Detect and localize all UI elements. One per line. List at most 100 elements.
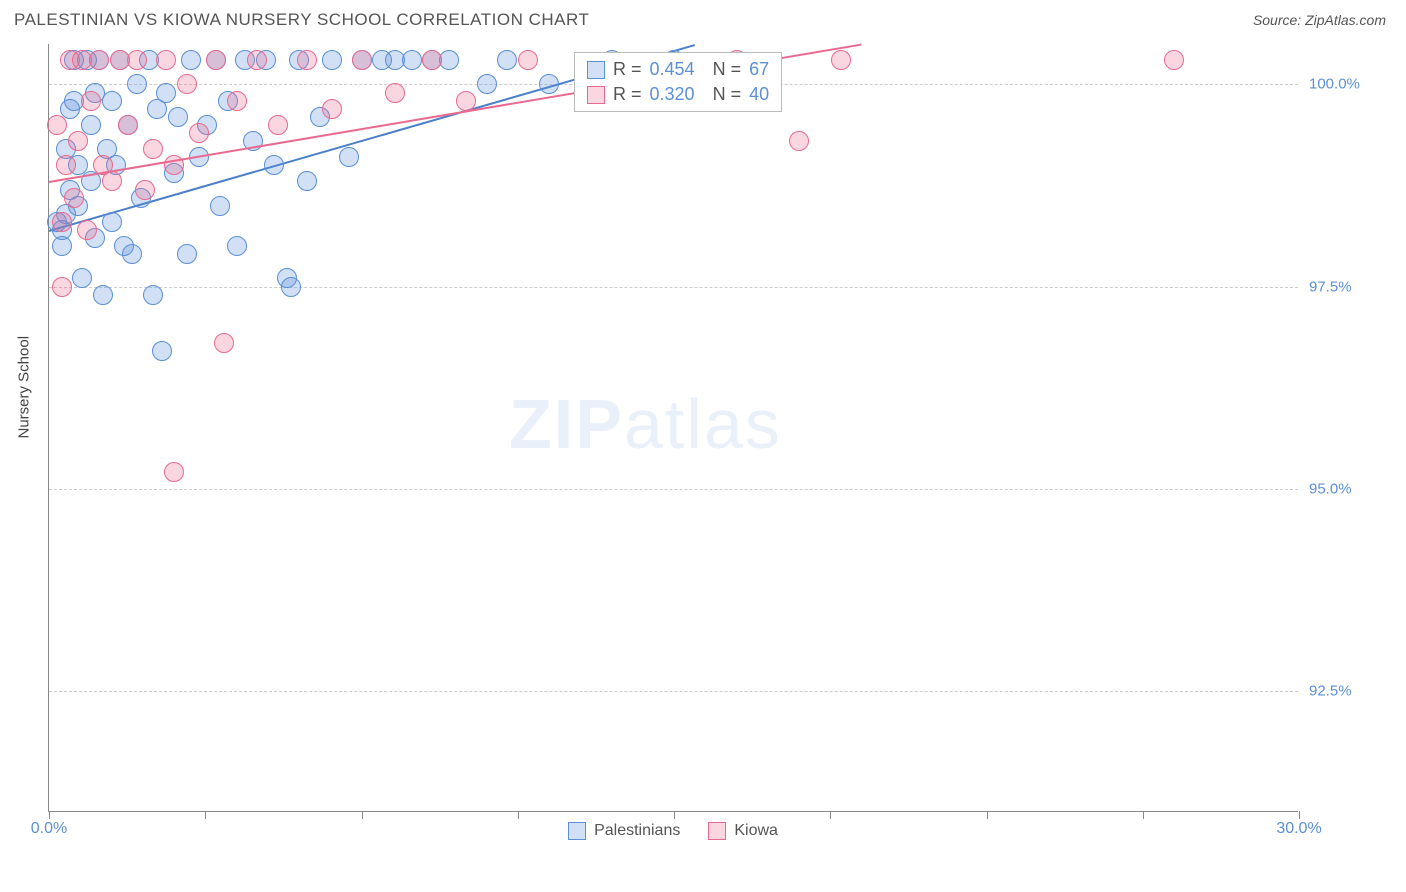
scatter-point [127, 74, 147, 94]
scatter-point [56, 155, 76, 175]
chart-title: PALESTINIAN VS KIOWA NURSERY SCHOOL CORR… [14, 10, 589, 30]
scatter-point [497, 50, 517, 70]
legend-item: Kiowa [708, 822, 778, 840]
y-tick-label: 97.5% [1309, 278, 1352, 295]
scatter-point [164, 462, 184, 482]
x-tick [49, 811, 50, 819]
r-value: 0.454 [650, 59, 695, 80]
scatter-point [52, 212, 72, 232]
scatter-point [339, 147, 359, 167]
chart-source: Source: ZipAtlas.com [1253, 12, 1386, 28]
scatter-point [352, 50, 372, 70]
x-tick [1299, 811, 1300, 819]
y-gridline [49, 691, 1298, 692]
scatter-point [402, 50, 422, 70]
plot-area: ZIPatlas 92.5%95.0%97.5%100.0%0.0%30.0%R… [48, 44, 1298, 812]
scatter-point [72, 268, 92, 288]
stats-row: R = 0.454 N = 67 [575, 57, 781, 82]
x-tick [362, 811, 363, 819]
n-label: N = [713, 84, 742, 105]
legend-label: Kiowa [734, 822, 778, 840]
scatter-point [177, 244, 197, 264]
scatter-point [89, 50, 109, 70]
stats-swatch [587, 61, 605, 79]
scatter-point [118, 115, 138, 135]
scatter-point [64, 188, 84, 208]
x-tick [830, 811, 831, 819]
scatter-point [227, 236, 247, 256]
scatter-point [268, 115, 288, 135]
scatter-point [297, 50, 317, 70]
scatter-point [264, 155, 284, 175]
scatter-point [210, 196, 230, 216]
y-tick-label: 95.0% [1309, 480, 1352, 497]
r-label: R = [613, 59, 642, 80]
scatter-point [152, 341, 172, 361]
stats-box: R = 0.454 N = 67 R = 0.320 N = 40 [574, 52, 782, 112]
legend: Palestinians Kiowa [48, 822, 1298, 840]
scatter-point [247, 50, 267, 70]
scatter-point [143, 139, 163, 159]
x-tick [1143, 811, 1144, 819]
scatter-point [1164, 50, 1184, 70]
r-label: R = [613, 84, 642, 105]
scatter-point [281, 277, 301, 297]
x-tick [987, 811, 988, 819]
scatter-point [539, 74, 559, 94]
scatter-point [189, 123, 209, 143]
y-gridline [49, 489, 1298, 490]
y-gridline [49, 287, 1298, 288]
scatter-point [52, 277, 72, 297]
stats-row: R = 0.320 N = 40 [575, 82, 781, 107]
scatter-point [47, 115, 67, 135]
legend-item: Palestinians [568, 822, 680, 840]
scatter-point [214, 333, 234, 353]
scatter-point [477, 74, 497, 94]
n-label: N = [713, 59, 742, 80]
scatter-point [456, 91, 476, 111]
scatter-point [168, 107, 188, 127]
scatter-point [93, 285, 113, 305]
n-value: 67 [749, 59, 769, 80]
scatter-point [143, 285, 163, 305]
n-value: 40 [749, 84, 769, 105]
chart-container: ZIPatlas 92.5%95.0%97.5%100.0%0.0%30.0%R… [48, 44, 1298, 812]
scatter-point [177, 74, 197, 94]
r-value: 0.320 [650, 84, 695, 105]
legend-swatch [708, 822, 726, 840]
watermark: ZIPatlas [509, 384, 782, 464]
scatter-point [518, 50, 538, 70]
legend-label: Palestinians [594, 822, 680, 840]
scatter-point [122, 244, 142, 264]
scatter-point [322, 99, 342, 119]
scatter-point [831, 50, 851, 70]
scatter-point [102, 91, 122, 111]
scatter-point [81, 91, 101, 111]
scatter-point [135, 180, 155, 200]
x-tick [518, 811, 519, 819]
scatter-point [206, 50, 226, 70]
scatter-point [297, 171, 317, 191]
scatter-point [102, 171, 122, 191]
scatter-point [385, 83, 405, 103]
y-tick-label: 92.5% [1309, 682, 1352, 699]
scatter-point [789, 131, 809, 151]
scatter-point [322, 50, 342, 70]
scatter-point [156, 50, 176, 70]
scatter-point [77, 220, 97, 240]
x-tick [674, 811, 675, 819]
y-axis-title: Nursery School [16, 336, 33, 439]
scatter-point [156, 83, 176, 103]
scatter-point [127, 50, 147, 70]
y-tick-label: 100.0% [1309, 76, 1360, 93]
x-tick [205, 811, 206, 819]
legend-swatch [568, 822, 586, 840]
scatter-point [68, 131, 88, 151]
scatter-point [422, 50, 442, 70]
scatter-point [181, 50, 201, 70]
scatter-point [52, 236, 72, 256]
scatter-point [102, 212, 122, 232]
stats-swatch [587, 86, 605, 104]
scatter-point [164, 155, 184, 175]
chart-header: PALESTINIAN VS KIOWA NURSERY SCHOOL CORR… [0, 0, 1406, 36]
